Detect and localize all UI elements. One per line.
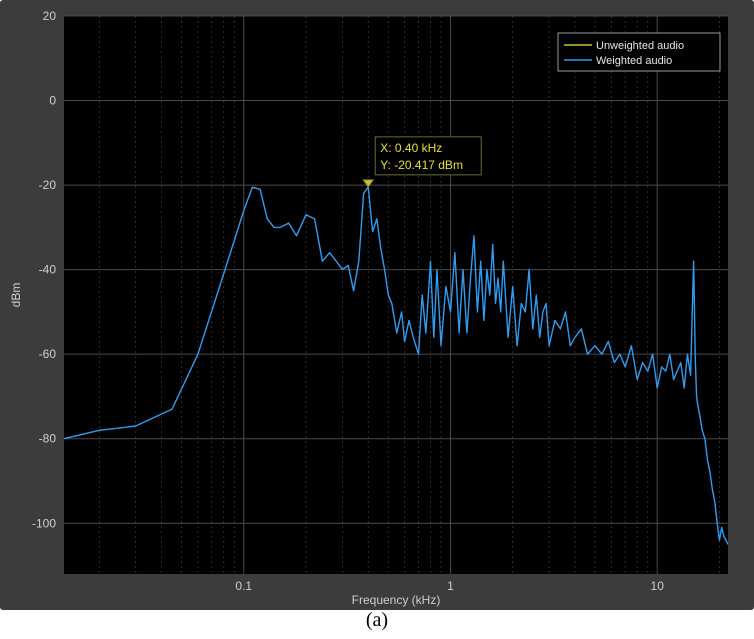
y-tick-label: 20 [43,9,57,23]
legend-entry: Unweighted audio [596,40,684,52]
series-layer [63,186,729,545]
y-tick-label: -100 [32,516,56,530]
series-line-1 [63,186,729,545]
legend[interactable]: Unweighted audio Weighted audio [557,32,721,72]
datatip-line: X: 0.40 kHz [380,141,442,155]
datatip-line: Y: -20.417 dBm [380,158,463,172]
legend-box [557,32,721,72]
datatip-box [374,136,482,176]
figure-caption: (a) [365,609,389,631]
x-tick-labels: 0.1 1 10 [235,579,664,593]
minor-grid [98,16,720,574]
datatip[interactable]: X: 0.40 kHz Y: -20.417 dBm [362,136,482,188]
x-tick-label: 0.1 [235,579,252,593]
y-axis-label: dBm [9,283,23,308]
legend-entry: Weighted audio [596,55,672,67]
plot-area[interactable] [64,16,728,574]
y-tick-labels: 20 0 -20 -40 -60 -80 -100 [32,9,56,530]
x-tick-label: 10 [651,579,665,593]
x-axis-label: Frequency (kHz) [352,593,441,607]
y-tick-label: -60 [39,347,57,361]
y-tick-label: -20 [39,178,57,192]
datatip-marker [362,179,375,188]
major-grid [64,15,728,574]
x-tick-label: 1 [447,579,454,593]
y-tick-label: -40 [39,263,57,277]
y-tick-label: 0 [49,94,56,108]
weighted-audio-spectrum-chart: 0.1 1 10 20 0 -20 -40 -60 -80 -100 Frequency (kH… [0,0,754,610]
y-tick-label: -80 [39,432,57,446]
